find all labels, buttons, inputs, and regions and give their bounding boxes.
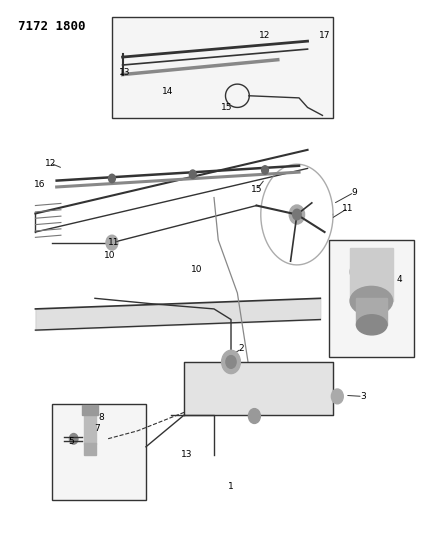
Circle shape [109,174,116,183]
FancyBboxPatch shape [112,17,333,118]
Text: 8: 8 [98,413,104,422]
Text: 15: 15 [221,103,232,112]
Text: 16: 16 [34,180,45,189]
Ellipse shape [357,315,387,335]
Text: 7: 7 [94,424,100,433]
Text: 11: 11 [342,204,354,213]
Circle shape [248,409,260,423]
Text: 10: 10 [191,265,203,273]
Text: 2: 2 [239,344,244,353]
Polygon shape [184,362,333,415]
Text: 10: 10 [104,252,116,261]
Text: 12: 12 [259,31,271,41]
Ellipse shape [350,257,392,286]
Circle shape [226,356,236,368]
Text: 5: 5 [68,437,74,446]
Bar [350,248,392,301]
Circle shape [293,209,301,220]
Text: 7172 1800: 7172 1800 [18,20,86,33]
Text: 17: 17 [319,31,330,41]
Text: 11: 11 [108,238,120,247]
Text: 14: 14 [161,87,173,96]
Bar [357,298,387,325]
Circle shape [262,166,268,174]
Circle shape [189,170,196,179]
Circle shape [331,389,343,404]
Text: 3: 3 [360,392,366,401]
FancyBboxPatch shape [52,405,146,500]
Bar [82,406,98,415]
Circle shape [69,433,78,444]
Text: 12: 12 [45,159,56,167]
Ellipse shape [350,286,392,316]
Circle shape [222,350,241,374]
Text: 9: 9 [351,188,357,197]
Text: 4: 4 [396,275,402,284]
Text: 13: 13 [181,450,192,459]
Circle shape [106,235,118,250]
Bar [84,443,96,455]
Text: 1: 1 [228,482,234,491]
FancyBboxPatch shape [329,240,414,357]
Bar [84,415,96,444]
Text: 13: 13 [119,68,131,77]
Circle shape [289,205,305,224]
Text: 15: 15 [251,185,262,194]
